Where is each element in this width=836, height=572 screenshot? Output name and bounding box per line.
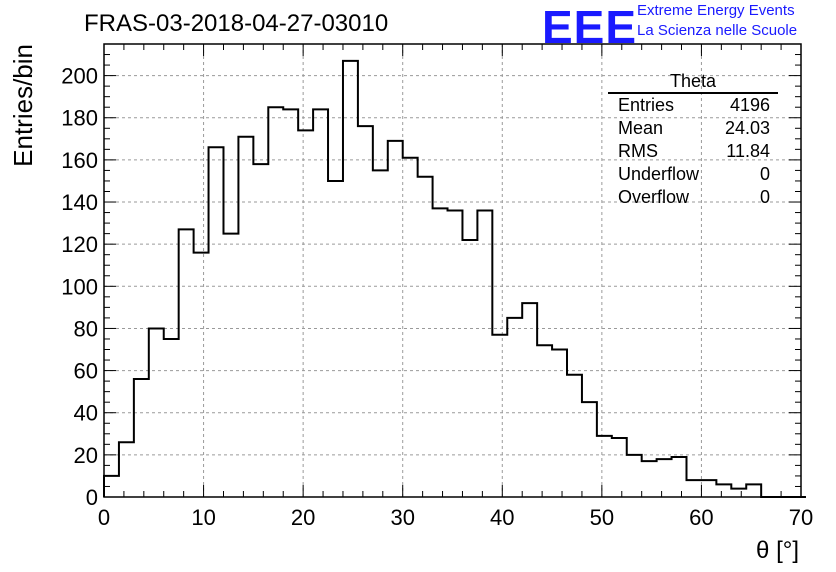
x-tick-label: 70 <box>789 505 813 530</box>
stats-label: Underflow <box>618 164 700 184</box>
y-axis-label: Entries/bin <box>8 44 38 167</box>
x-tick-label: 40 <box>490 505 514 530</box>
logo-line-1: Extreme Energy Events <box>637 2 795 19</box>
stats-label: Mean <box>618 118 664 138</box>
x-tick-label: 60 <box>689 505 713 530</box>
stats-value: 24.03 <box>724 118 770 138</box>
stats-label: RMS <box>618 141 658 161</box>
stats-value: 4196 <box>729 95 770 115</box>
plot-frame <box>103 43 802 498</box>
stats-row-overflow: Overflow 0 <box>608 186 778 209</box>
y-tick-label: 100 <box>61 274 98 299</box>
stats-label: Entries <box>618 95 675 115</box>
stats-row-rms: RMS 11.84 <box>608 140 778 163</box>
chart-title: FRAS-03-2018-04-27-03010 <box>84 10 389 37</box>
histogram-series-theta <box>103 59 806 498</box>
stats-value: 0 <box>759 187 770 207</box>
stats-value: 0 <box>759 164 770 184</box>
x-tick-label: 50 <box>590 505 614 530</box>
stats-row-underflow: Underflow 0 <box>608 163 778 186</box>
y-tick-label: 120 <box>61 232 98 257</box>
y-tick-label: 200 <box>61 64 98 89</box>
stats-box: Theta Entries 4196 Mean 24.03 RMS 11.84 … <box>608 70 778 209</box>
eee-logo: EEE <box>542 1 638 53</box>
stats-title: Theta <box>608 70 778 94</box>
y-tick-label: 0 <box>86 485 98 510</box>
logo-line-2: La Scienza nelle Scuole <box>637 22 798 39</box>
x-tick-label: 10 <box>191 505 215 530</box>
y-tick-label: 40 <box>74 401 98 426</box>
y-tick-label: 80 <box>74 316 98 341</box>
y-tick-label: 140 <box>61 190 98 215</box>
stats-label: Overflow <box>618 187 690 207</box>
y-tick-label: 20 <box>74 443 98 468</box>
x-tick-label: 0 <box>98 505 110 530</box>
x-tick-label: 20 <box>291 505 315 530</box>
y-tick-label: 160 <box>61 148 98 173</box>
stats-row-mean: Mean 24.03 <box>608 117 778 140</box>
stats-value: 11.84 <box>726 141 770 161</box>
x-axis-label: θ [°] <box>756 537 799 564</box>
x-tick-label: 30 <box>390 505 414 530</box>
stats-row-entries: Entries 4196 <box>608 94 778 117</box>
y-tick-label: 180 <box>61 106 98 131</box>
y-tick-label: 60 <box>74 359 98 384</box>
